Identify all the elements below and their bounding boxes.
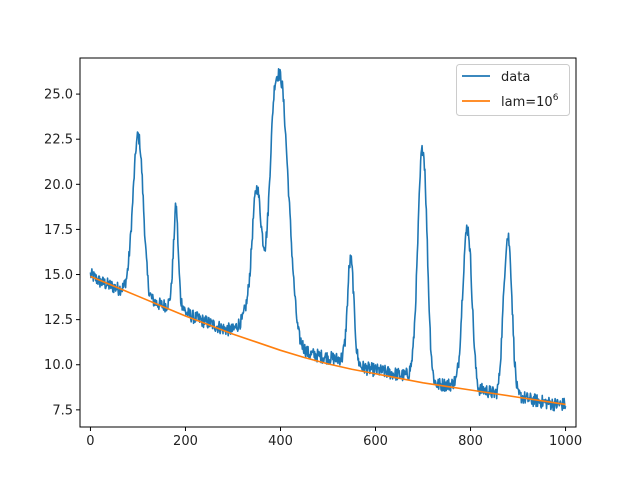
x-axis-ticks: 0 200 400 600 800 1000	[86, 427, 582, 449]
y-tick-label: 20.0	[44, 178, 73, 193]
y-tick-label: 22.5	[44, 133, 73, 148]
legend-box	[456, 64, 570, 116]
y-tick-label: 15.0	[44, 268, 73, 283]
legend-label: lam=106	[501, 93, 559, 110]
y-tick-label: 12.5	[44, 313, 73, 328]
y-tick-label: 17.5	[44, 223, 73, 238]
y-tick-label: 7.5	[52, 403, 73, 418]
legend: data lam=106	[456, 64, 570, 116]
legend-label-text: lam=10	[501, 95, 553, 110]
y-tick-label: 10.0	[44, 358, 73, 373]
series-line-data	[89, 68, 567, 412]
x-tick-label: 600	[363, 434, 388, 449]
legend-label-superscript: 6	[553, 93, 559, 103]
legend-label: data	[501, 70, 530, 85]
x-tick-label: 200	[173, 434, 198, 449]
x-tick-label: 0	[86, 434, 94, 449]
plot-lines	[89, 68, 567, 412]
y-tick-label: 25.0	[44, 88, 73, 103]
axes-border	[79, 57, 577, 428]
x-tick-label: 1000	[549, 434, 582, 449]
axes-frame	[79, 57, 577, 428]
y-axis-ticks: 7.5 10.0 12.5 15.0 17.5 20.0 22.5 25.0	[44, 88, 80, 418]
x-tick-label: 400	[268, 434, 293, 449]
legend-label-text: data	[501, 70, 530, 85]
series-line-lam	[90, 275, 566, 406]
x-tick-label: 800	[458, 434, 483, 449]
